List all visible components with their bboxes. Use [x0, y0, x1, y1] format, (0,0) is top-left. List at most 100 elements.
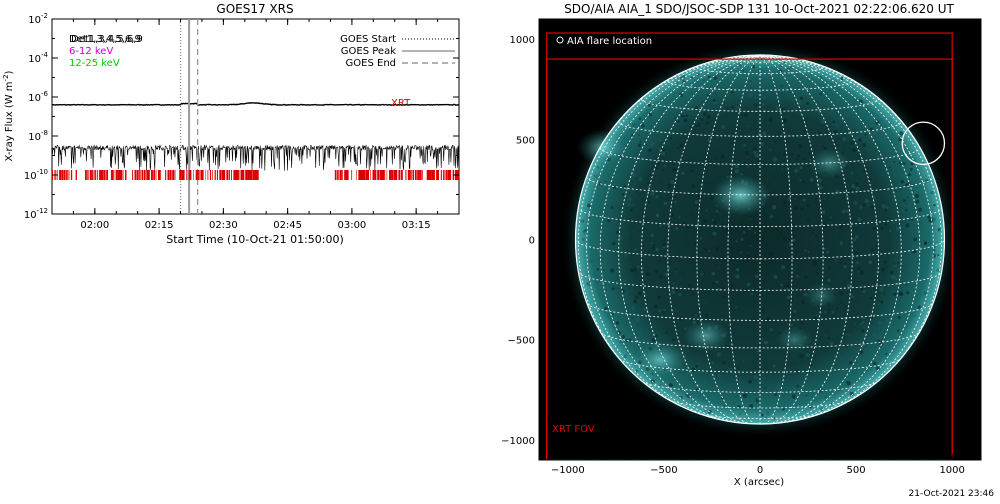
aia-x-tick-label: −500: [650, 465, 677, 476]
disk-texture-speck: [768, 182, 770, 185]
disk-texture-speck: [859, 270, 864, 275]
disk-texture-speck: [689, 100, 692, 102]
disk-texture-speck: [755, 399, 759, 403]
disk-texture-speck: [781, 108, 785, 112]
disk-texture-speck: [741, 128, 743, 131]
disk-texture-speck: [668, 383, 673, 388]
disk-texture-speck: [647, 201, 651, 204]
disk-texture-speck: [699, 237, 703, 240]
disk-texture-speck: [737, 63, 742, 67]
disk-texture-speck: [899, 131, 904, 136]
grid-longitude-line: [759, 55, 934, 417]
disk-texture-speck: [908, 268, 911, 271]
disk-texture-speck: [881, 267, 886, 272]
disk-texture-speck: [875, 366, 880, 371]
xrt-coverage-bar: [414, 170, 417, 180]
disk-texture-speck: [772, 364, 776, 368]
disk-texture-speck: [818, 185, 823, 190]
disk-texture-speck: [916, 253, 919, 256]
disk-texture-speck: [633, 248, 637, 252]
disk-texture-speck: [937, 254, 940, 256]
disk-texture-speck: [872, 227, 876, 230]
disk-texture-speck: [869, 178, 872, 181]
disk-texture-speck: [638, 134, 640, 136]
aia-x-tick-label: 0: [757, 465, 763, 476]
disk-texture-speck: [659, 132, 662, 135]
disk-texture-speck: [875, 282, 877, 285]
disk-texture-speck: [901, 209, 905, 212]
disk-texture-speck: [731, 382, 734, 385]
xrt-label: XRT: [391, 98, 411, 109]
disk-texture-speck: [596, 280, 600, 284]
disk-texture-speck: [835, 183, 837, 185]
disk-texture-speck: [878, 303, 881, 305]
xrt-fov-label: XRT FOV: [552, 424, 595, 435]
disk-texture-speck: [847, 277, 850, 279]
disk-texture-speck: [730, 90, 734, 94]
disk-texture-speck: [903, 204, 907, 208]
disk-texture-speck: [804, 249, 807, 252]
disk-texture-speck: [907, 196, 909, 199]
disk-texture-speck: [663, 164, 667, 168]
disk-texture-speck: [596, 259, 598, 261]
disk-texture-speck: [783, 238, 787, 241]
disk-texture-speck: [823, 395, 828, 400]
xrt-coverage-bar: [398, 170, 401, 180]
disk-texture-speck: [812, 260, 817, 265]
disk-texture-speck: [753, 378, 755, 380]
disk-texture-speck: [748, 215, 751, 219]
xrt-coverage-bar: [153, 170, 156, 180]
disk-texture-speck: [907, 173, 911, 177]
disk-texture-speck: [922, 207, 924, 209]
disk-texture-speck: [694, 314, 698, 317]
disk-texture-speck: [846, 103, 848, 105]
disk-texture-speck: [688, 284, 691, 287]
legend-12-25-kev: 12-25 keV: [69, 58, 120, 69]
disk-texture-speck: [611, 287, 615, 291]
disk-texture-speck: [898, 183, 903, 187]
disk-texture-speck: [695, 364, 699, 368]
disk-texture-speck: [909, 304, 912, 307]
xrt-coverage-bar: [66, 170, 68, 180]
disk-texture-speck: [761, 308, 765, 313]
xrt-coverage-bar: [63, 170, 66, 180]
grid-longitude-line: [727, 55, 761, 425]
disk-texture-speck: [704, 313, 709, 317]
disk-texture-speck: [893, 262, 896, 266]
disk-texture-speck: [771, 288, 774, 291]
goes-y-tick-label: 10-12: [24, 207, 48, 221]
xrt-coverage-bar: [103, 170, 106, 180]
xrt-coverage-bar: [391, 170, 394, 180]
disk-texture-speck: [741, 62, 743, 64]
xrt-coverage-bar: [337, 170, 339, 180]
disk-texture-speck: [696, 122, 701, 127]
disk-texture-speck: [848, 200, 851, 203]
disk-texture-speck: [764, 416, 767, 419]
disk-texture-speck: [752, 147, 757, 152]
disk-texture-speck: [761, 338, 764, 341]
flare-location-circle: [901, 121, 946, 166]
disk-texture-speck: [807, 192, 810, 195]
disk-texture-speck: [581, 238, 585, 242]
flare-legend-marker: [556, 36, 564, 44]
disk-texture-speck: [654, 334, 658, 338]
xrt-coverage-bar: [426, 170, 430, 180]
legend-6-12-kev: 6-12 keV: [69, 46, 113, 57]
disk-texture-speck: [607, 219, 610, 223]
disk-texture-speck: [879, 287, 884, 292]
disk-texture-speck: [625, 179, 630, 184]
disk-texture-speck: [799, 96, 804, 101]
xrt-coverage-bar: [172, 170, 175, 180]
disk-texture-speck: [712, 282, 716, 285]
disk-texture-speck: [738, 413, 742, 416]
xrt-coverage-bar: [92, 170, 94, 180]
disk-texture-speck: [643, 307, 647, 312]
xrt-coverage-bar: [87, 170, 89, 180]
disk-texture-speck: [645, 177, 648, 180]
disk-texture-speck: [630, 208, 634, 212]
disk-texture-speck: [827, 278, 831, 283]
disk-texture-speck: [834, 141, 837, 144]
disk-texture-speck: [777, 386, 781, 390]
disk-texture-speck: [798, 100, 802, 104]
xrt-coverage-bar: [421, 170, 423, 180]
